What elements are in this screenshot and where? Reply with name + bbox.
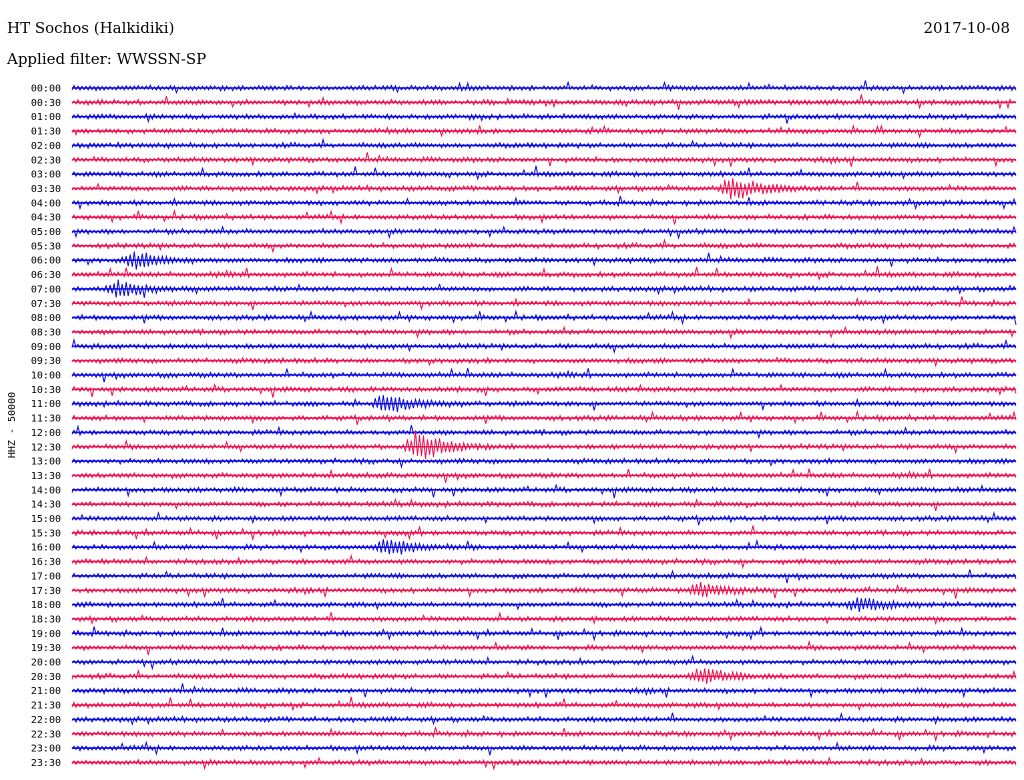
time-tick-label: 10:00 xyxy=(31,371,61,382)
time-tick-label: 12:30 xyxy=(31,442,61,453)
time-tick-label: 02:00 xyxy=(31,141,61,152)
station-title: HT Sochos (Halkidiki) xyxy=(7,19,175,37)
trace-line xyxy=(71,711,1017,726)
time-tick-label: 23:30 xyxy=(31,758,61,769)
time-tick-label: 08:30 xyxy=(31,327,61,338)
time-tick-label: 01:30 xyxy=(31,127,61,138)
time-tick-label: 13:30 xyxy=(31,471,61,482)
time-tick-label: 18:30 xyxy=(31,614,61,625)
time-tick-label: 04:00 xyxy=(31,198,61,209)
date-label: 2017-10-08 xyxy=(923,19,1010,37)
time-tick-label: 17:30 xyxy=(31,586,61,597)
trace-line xyxy=(71,430,1017,460)
filter-label: Applied filter: WWSSN-SP xyxy=(7,50,207,68)
trace-line xyxy=(71,225,1017,240)
time-tick-label: 10:30 xyxy=(31,385,61,396)
time-tick-label: 07:00 xyxy=(31,284,61,295)
time-tick-label: 19:30 xyxy=(31,643,61,654)
trace-group xyxy=(71,80,1017,771)
time-tick-label: 12:00 xyxy=(31,428,61,439)
time-tick-label: 00:00 xyxy=(31,84,61,95)
time-tick-label: 21:30 xyxy=(31,701,61,712)
time-tick-label: 20:00 xyxy=(31,658,61,669)
time-tick-label: 18:00 xyxy=(31,600,61,611)
trace-line xyxy=(71,740,1017,756)
trace-line xyxy=(71,756,1017,771)
time-tick-label: 06:30 xyxy=(31,270,61,281)
time-tick-label: 09:00 xyxy=(31,342,61,353)
time-tick-label: 01:00 xyxy=(31,112,61,123)
time-tick-label: 04:30 xyxy=(31,213,61,224)
time-tick-label: 00:30 xyxy=(31,98,61,109)
trace-line xyxy=(71,382,1017,398)
trace-line xyxy=(71,111,1017,124)
time-tick-label: 02:30 xyxy=(31,155,61,166)
time-tick-label: 17:00 xyxy=(31,571,61,582)
time-tick-label: 03:30 xyxy=(31,184,61,195)
time-tick-label: 15:00 xyxy=(31,514,61,525)
time-tick-label: 11:00 xyxy=(31,399,61,410)
trace-line xyxy=(71,80,1017,95)
trace-line xyxy=(71,611,1017,626)
trace-line xyxy=(71,483,1017,499)
time-tick-label: 23:00 xyxy=(31,744,61,755)
time-tick-label: 19:00 xyxy=(31,629,61,640)
time-tick-label: 14:00 xyxy=(31,485,61,496)
time-tick-label: 16:00 xyxy=(31,543,61,554)
time-tick-label: 06:00 xyxy=(31,256,61,267)
time-tick-label: 03:00 xyxy=(31,170,61,181)
trace-line xyxy=(71,497,1017,512)
trace-line xyxy=(71,137,1017,150)
time-tick-label: 07:30 xyxy=(31,299,61,310)
trace-line xyxy=(71,456,1017,469)
trace-line xyxy=(71,266,1017,281)
time-tick-label: 16:30 xyxy=(31,557,61,568)
time-tick-label: 22:30 xyxy=(31,729,61,740)
time-tick-label: 13:00 xyxy=(31,457,61,468)
time-tick-label: 14:30 xyxy=(31,500,61,511)
trace-line xyxy=(71,356,1017,368)
y-axis-label: HHZ - 50000 xyxy=(7,392,18,458)
time-tick-labels: 00:00 00:30 01:00 01:30 02:00 02:30 03:00 03:30… xyxy=(31,84,61,769)
trace-line xyxy=(71,696,1017,712)
time-tick-label: 15:30 xyxy=(31,528,61,539)
time-tick-label: 21:00 xyxy=(31,686,61,697)
time-tick-label: 09:30 xyxy=(31,356,61,367)
time-tick-label: 11:30 xyxy=(31,414,61,425)
time-tick-label: 05:00 xyxy=(31,227,61,238)
time-tick-label: 22:00 xyxy=(31,715,61,726)
time-tick-label: 08:00 xyxy=(31,313,61,324)
trace-line xyxy=(71,424,1017,440)
trace-line xyxy=(71,165,1017,181)
time-tick-label: 05:30 xyxy=(31,241,61,252)
time-tick-label: 20:30 xyxy=(31,672,61,683)
